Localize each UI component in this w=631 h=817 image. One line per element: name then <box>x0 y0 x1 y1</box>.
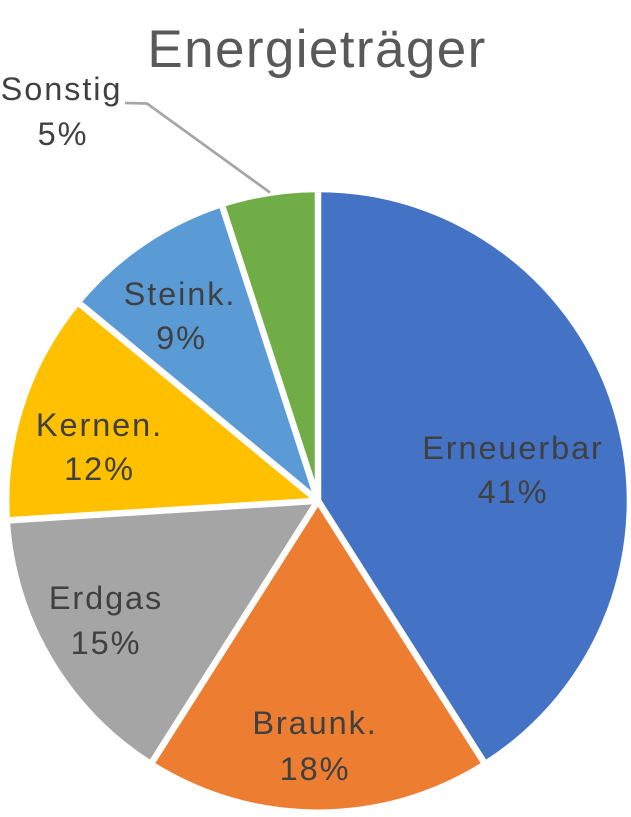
svg-text:Braunk.: Braunk. <box>252 705 377 741</box>
svg-text:Erdgas: Erdgas <box>49 580 163 616</box>
svg-text:Steink.: Steink. <box>124 276 237 312</box>
svg-text:12%: 12% <box>64 451 135 487</box>
svg-text:15%: 15% <box>71 625 142 661</box>
svg-text:9%: 9% <box>156 320 207 356</box>
svg-text:18%: 18% <box>280 751 351 787</box>
svg-text:5%: 5% <box>38 116 89 152</box>
svg-text:Energieträger: Energieträger <box>147 20 486 79</box>
svg-text:41%: 41% <box>478 474 549 510</box>
svg-text:Sonstig: Sonstig <box>1 71 123 107</box>
svg-text:Erneuerbar: Erneuerbar <box>422 430 604 466</box>
svg-text:Kernen.: Kernen. <box>36 407 163 443</box>
